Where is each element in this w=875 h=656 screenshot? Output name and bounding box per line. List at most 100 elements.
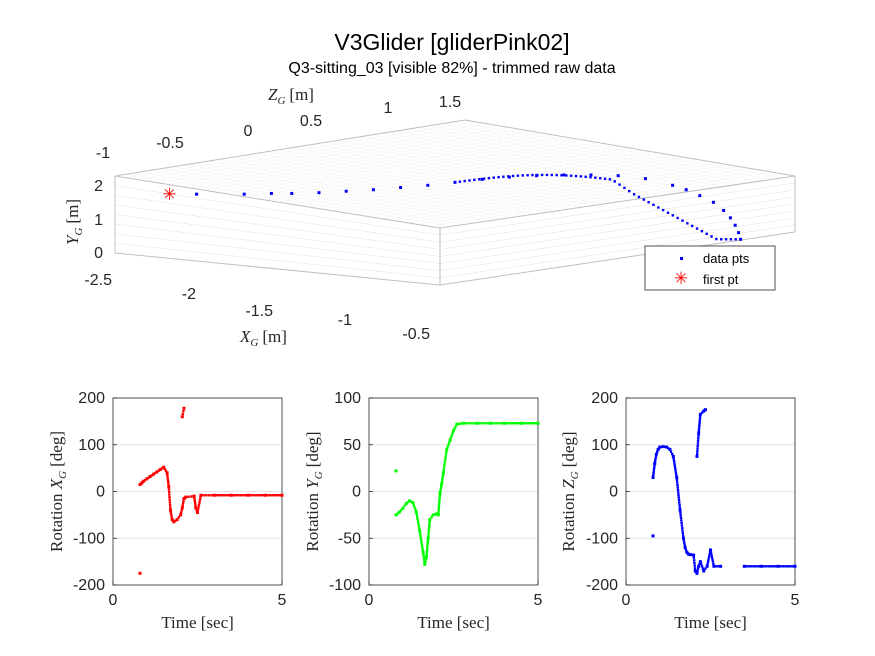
data-point <box>273 494 276 497</box>
data-point <box>651 475 655 479</box>
data-point <box>179 513 183 517</box>
data-point <box>697 431 701 435</box>
data-point <box>656 450 659 453</box>
data-point <box>428 523 431 526</box>
data-point <box>420 541 423 544</box>
data-point <box>441 471 445 475</box>
data-point <box>171 519 175 522</box>
data-point <box>696 447 699 450</box>
data-point <box>403 504 406 508</box>
data-point <box>439 487 443 490</box>
data-point <box>450 434 454 437</box>
grid-line <box>223 138 576 194</box>
data-point <box>242 494 245 497</box>
data-point <box>686 222 689 225</box>
grid-line <box>138 171 464 225</box>
data-point <box>451 431 454 435</box>
data-point <box>421 550 425 554</box>
data-point <box>169 511 173 514</box>
grid-line <box>114 243 441 279</box>
data-point <box>426 536 430 540</box>
data-point <box>698 420 701 423</box>
data-point <box>174 519 177 522</box>
data-point <box>232 494 235 497</box>
data-point <box>414 508 417 511</box>
data-point <box>680 524 684 527</box>
data-point <box>473 422 476 425</box>
grid-line <box>231 157 559 211</box>
data-point <box>433 513 437 516</box>
data-point <box>724 238 728 241</box>
grid-line <box>161 168 488 222</box>
data-point <box>710 235 713 238</box>
data-point <box>438 496 441 500</box>
data-point <box>706 560 710 563</box>
data-point <box>415 513 418 516</box>
data-point <box>692 553 696 557</box>
data-point <box>180 506 184 510</box>
data-point <box>183 496 187 500</box>
y-tick-label: -50 <box>338 530 361 547</box>
data-point <box>661 208 665 212</box>
data-point <box>579 175 583 178</box>
data-point <box>399 186 403 189</box>
grid-line <box>429 125 760 182</box>
data-point <box>406 501 410 504</box>
data-point <box>757 565 760 568</box>
data-point <box>643 177 647 181</box>
data-point <box>706 562 709 566</box>
data-point <box>448 441 451 444</box>
data-point <box>190 495 193 498</box>
data-point <box>673 466 677 470</box>
data-point <box>426 546 429 549</box>
data-point <box>427 530 430 533</box>
data-point <box>715 237 718 241</box>
y-tick-label: 100 <box>334 390 361 407</box>
data-point <box>666 211 670 214</box>
data-point <box>207 494 211 497</box>
y-tick-label: 2 <box>94 178 103 195</box>
grid-line <box>114 233 441 272</box>
data-point <box>195 509 198 512</box>
data-point <box>182 409 185 413</box>
data-point <box>711 560 715 563</box>
data-point <box>467 422 471 425</box>
data-point <box>651 534 655 538</box>
data-point <box>480 177 484 181</box>
data-point <box>529 422 532 425</box>
data-point <box>143 478 147 482</box>
data-point <box>401 506 405 510</box>
data-point <box>524 422 528 425</box>
data-point <box>709 551 713 554</box>
x-tick-label: -1.5 <box>245 303 273 320</box>
grid-line <box>266 151 594 206</box>
data-point <box>478 422 482 425</box>
data-point <box>181 501 185 505</box>
data-point <box>462 421 466 425</box>
data-point <box>205 494 208 497</box>
data-point <box>237 494 240 497</box>
data-point <box>698 560 702 564</box>
x-tick-label: 0 <box>109 592 118 609</box>
data-point <box>412 503 415 507</box>
data-point <box>534 422 537 425</box>
data-point <box>678 506 682 509</box>
data-point <box>584 175 587 179</box>
grid-line <box>439 196 796 250</box>
data-point <box>457 422 461 426</box>
data-point <box>665 445 669 449</box>
data-point <box>526 174 529 177</box>
data-point <box>708 553 711 556</box>
data-point <box>486 422 490 425</box>
data-point <box>177 516 181 519</box>
data-point <box>438 494 441 497</box>
box-edge <box>464 119 796 177</box>
data-point <box>449 436 453 439</box>
data-point <box>660 445 663 449</box>
data-point <box>681 219 684 222</box>
grid-line <box>439 210 796 264</box>
data-point <box>445 450 448 454</box>
x-tick-label: -2 <box>182 286 196 303</box>
data-point <box>430 516 433 519</box>
data-point <box>394 513 398 517</box>
